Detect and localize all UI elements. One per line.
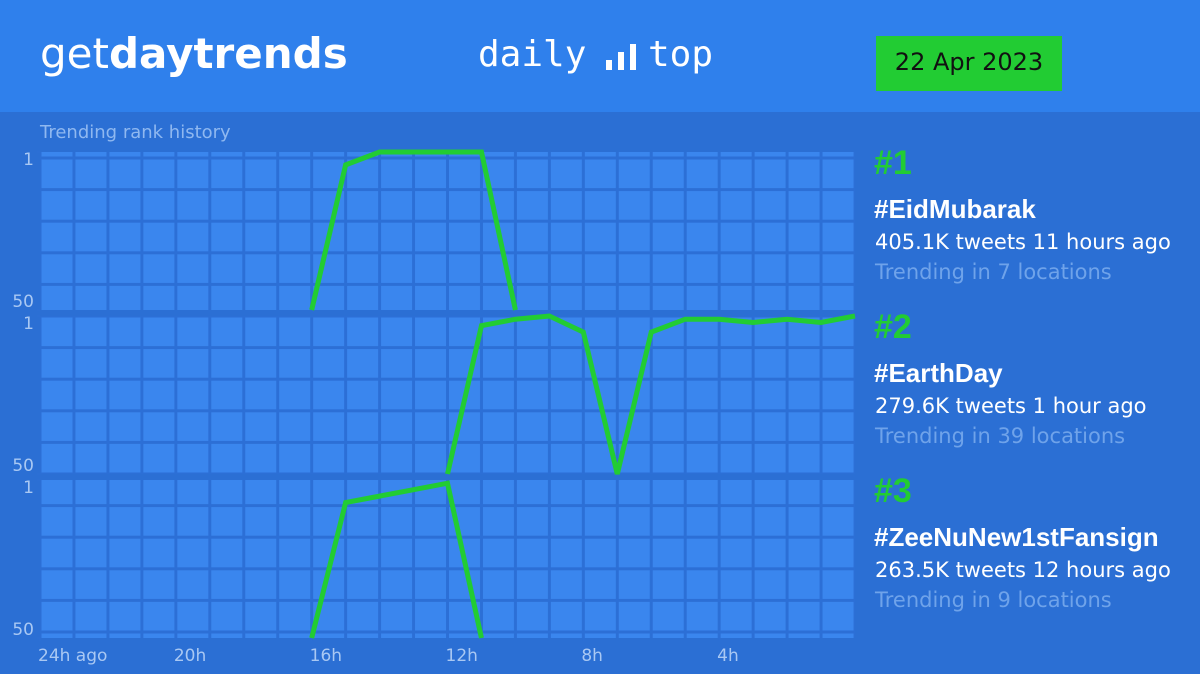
trend-locations: Trending in 7 locations [874,260,1112,284]
y-tick-label: 50 [12,620,34,640]
trend-name: #ZeeNuNew1stFansign [874,522,1159,552]
date: 22 Apr 2023 [895,48,1043,76]
y-tick-label: 50 [12,456,34,476]
subtitle: Trending rank history [39,122,231,143]
trend-name: #EarthDay [874,358,1003,388]
grid [40,480,855,638]
trend-rank: #1 [874,144,912,182]
trend-rank: #2 [874,308,912,346]
rank-line [309,149,518,311]
trend-rank: #3 [874,472,912,510]
rank-line [445,313,856,475]
grid [40,152,855,310]
x-tick-label: 12h [446,646,478,666]
grid [40,316,855,474]
y-tick-label: 50 [12,292,34,312]
y-tick-label: 1 [23,478,34,498]
trend-name: #EidMubarak [874,194,1036,224]
logo-light: get [40,29,109,78]
bars-icon [606,44,636,70]
trend-stats: 279.6K tweets 1 hour ago [875,394,1147,418]
logo: getdaytrends [40,29,348,78]
product-left: daily [478,34,586,75]
date-box [876,36,1062,91]
x-tick-label: 24h ago [38,646,107,666]
rank-line [309,480,484,639]
trend-locations: Trending in 39 locations [874,424,1125,448]
trend-stats: 405.1K tweets 11 hours ago [875,230,1171,254]
trend-locations: Trending in 9 locations [874,588,1112,612]
x-tick-label: 4h [717,646,739,666]
y-tick-label: 1 [23,150,34,170]
y-tick-label: 1 [23,314,34,334]
x-tick-label: 16h [310,646,342,666]
x-tick-label: 20h [174,646,206,666]
trend-stats: 263.5K tweets 12 hours ago [875,558,1171,582]
product-right: top [648,34,713,75]
x-tick-label: 8h [581,646,603,666]
logo-bold: daytrends [109,29,348,78]
